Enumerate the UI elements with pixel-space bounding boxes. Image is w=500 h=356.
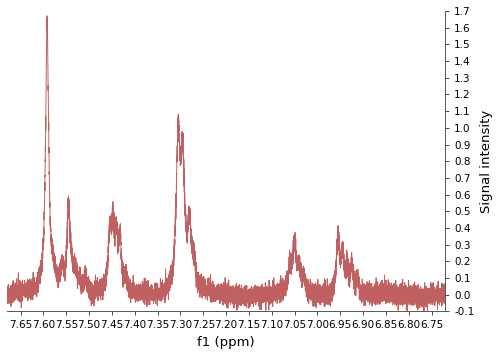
- X-axis label: f1 (ppm): f1 (ppm): [198, 336, 255, 349]
- Y-axis label: Signal intensity: Signal intensity: [480, 110, 493, 213]
